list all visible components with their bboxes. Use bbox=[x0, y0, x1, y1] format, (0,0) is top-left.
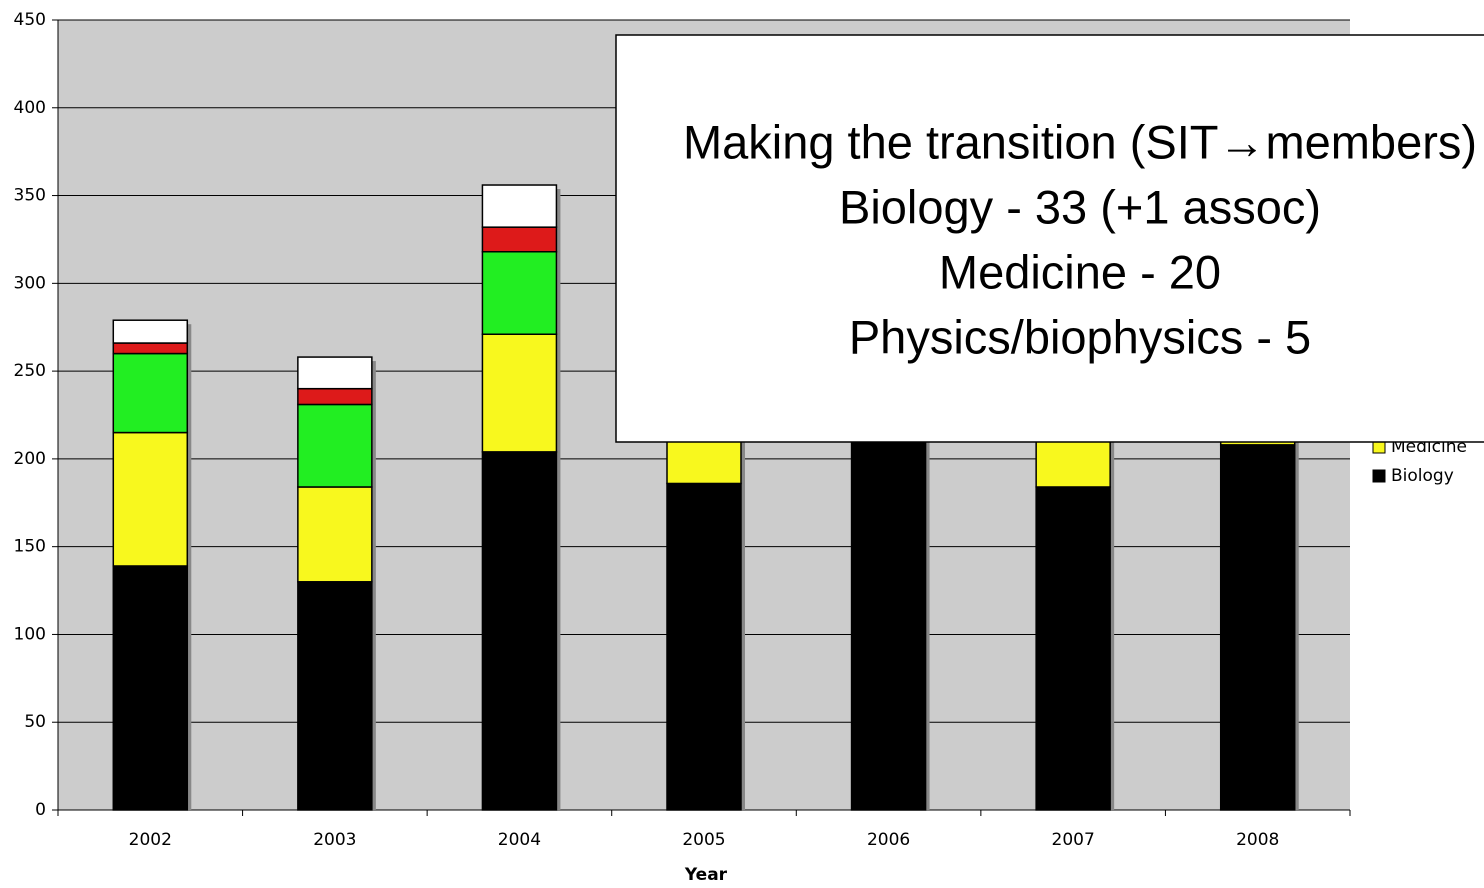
y-tick-label: 300 bbox=[14, 273, 46, 293]
y-tick-label: 50 bbox=[24, 712, 46, 732]
bar-segment bbox=[112, 319, 189, 344]
x-tick-label: 2006 bbox=[867, 830, 910, 850]
y-tick-label: 400 bbox=[14, 98, 46, 118]
x-tick-label: 2003 bbox=[313, 830, 356, 850]
bar-segment bbox=[297, 581, 373, 811]
x-tick-label: 2005 bbox=[682, 830, 725, 850]
bar-segment bbox=[297, 486, 373, 583]
y-tick-label: 100 bbox=[14, 624, 46, 644]
y-tick-label: 250 bbox=[14, 361, 46, 381]
x-axis-label: Year bbox=[684, 865, 728, 885]
legend-label: Biology bbox=[1391, 466, 1454, 486]
y-tick-label: 450 bbox=[14, 10, 46, 30]
x-tick-label: 2007 bbox=[1052, 830, 1095, 850]
y-tick-label: 150 bbox=[14, 537, 46, 557]
bar-segment bbox=[112, 342, 189, 355]
annotation-line: Making the transition (SIT→members) bbox=[683, 115, 1477, 168]
bar-segment bbox=[112, 352, 189, 434]
annotation-box bbox=[615, 34, 1484, 443]
bar-segment bbox=[112, 431, 189, 567]
bar-segment bbox=[112, 565, 189, 811]
y-tick-label: 0 bbox=[35, 800, 46, 820]
bar-segment bbox=[481, 184, 558, 228]
legend-swatch bbox=[1372, 440, 1386, 454]
annotation-line: Medicine - 20 bbox=[939, 245, 1221, 298]
bar-segment bbox=[297, 387, 373, 406]
annotation-line: Physics/biophysics - 5 bbox=[849, 310, 1311, 363]
x-tick-label: 2002 bbox=[129, 830, 172, 850]
bar-segment bbox=[481, 333, 558, 453]
bar-segment bbox=[666, 482, 742, 811]
bar-segment bbox=[297, 403, 373, 488]
x-tick-label: 2008 bbox=[1236, 830, 1279, 850]
bar-segment bbox=[481, 226, 558, 253]
y-tick-label: 200 bbox=[14, 449, 46, 469]
bar-segment bbox=[1035, 486, 1111, 811]
bar-segment bbox=[297, 356, 373, 390]
bar-segment bbox=[481, 451, 558, 811]
x-tick-label: 2004 bbox=[498, 830, 541, 850]
legend-swatch bbox=[1372, 469, 1386, 483]
bar-segment bbox=[850, 431, 927, 811]
annotation-line: Biology - 33 (+1 assoc) bbox=[839, 180, 1321, 233]
bar-segment bbox=[1219, 444, 1296, 811]
y-tick-label: 350 bbox=[14, 186, 46, 206]
bar-segment bbox=[481, 250, 558, 335]
